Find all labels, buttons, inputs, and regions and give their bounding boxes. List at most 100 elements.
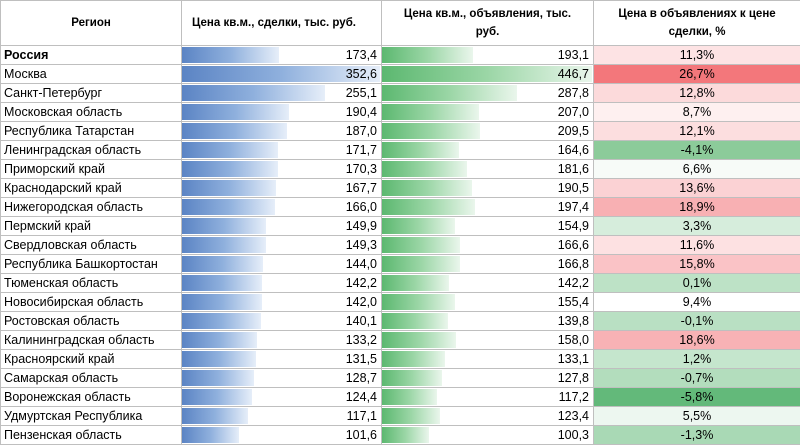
diff-cell: 6,6%	[594, 160, 800, 179]
diff-cell: 3,3%	[594, 217, 800, 236]
diff-cell: 18,6%	[594, 331, 800, 350]
listing-price-value: 100,3	[382, 428, 593, 442]
deal-price-cell: 167,7	[182, 179, 382, 198]
deal-price-cell: 101,6	[182, 426, 382, 445]
region-cell: Республика Башкортостан	[1, 255, 182, 274]
deal-price-value: 128,7	[182, 371, 381, 385]
diff-value: 15,8%	[679, 257, 714, 271]
deal-price-value: 166,0	[182, 200, 381, 214]
listing-price-value: 190,5	[382, 181, 593, 195]
region-cell: Удмуртская Республика	[1, 407, 182, 426]
diff-value: 18,9%	[679, 200, 714, 214]
region-cell: Приморский край	[1, 160, 182, 179]
listing-price-value: 139,8	[382, 314, 593, 328]
listing-price-cell: 207,0	[382, 103, 594, 122]
diff-value: 12,1%	[679, 124, 714, 138]
diff-cell: 8,7%	[594, 103, 800, 122]
listing-price-value: 287,8	[382, 86, 593, 100]
diff-value: 12,8%	[679, 86, 714, 100]
listing-price-cell: 117,2	[382, 388, 594, 407]
diff-cell: 5,5%	[594, 407, 800, 426]
listing-price-cell: 190,5	[382, 179, 594, 198]
deal-price-value: 352,6	[182, 67, 381, 81]
deal-price-value: 101,6	[182, 428, 381, 442]
diff-cell: 12,8%	[594, 84, 800, 103]
diff-value: -1,3%	[681, 428, 714, 442]
diff-value: -5,8%	[681, 390, 714, 404]
header-row: Регион Цена кв.м., сделки, тыс. руб. Цен…	[1, 1, 800, 46]
deal-price-cell: 124,4	[182, 388, 382, 407]
deal-price-cell: 171,7	[182, 141, 382, 160]
listing-price-value: 446,7	[382, 67, 593, 81]
region-cell: Калининградская область	[1, 331, 182, 350]
diff-value: 5,5%	[683, 409, 712, 423]
deal-price-value: 142,2	[182, 276, 381, 290]
deal-price-value: 170,3	[182, 162, 381, 176]
listing-price-value: 164,6	[382, 143, 593, 157]
diff-value: -0,7%	[681, 371, 714, 385]
region-cell: Россия	[1, 46, 182, 65]
listing-price-cell: 287,8	[382, 84, 594, 103]
listing-price-cell: 181,6	[382, 160, 594, 179]
deal-price-value: 255,1	[182, 86, 381, 100]
listing-price-value: 158,0	[382, 333, 593, 347]
listing-price-cell: 127,8	[382, 369, 594, 388]
listing-price-value: 181,6	[382, 162, 593, 176]
deal-price-value: 173,4	[182, 48, 381, 62]
listing-price-cell: 100,3	[382, 426, 594, 445]
listing-price-value: 127,8	[382, 371, 593, 385]
region-cell: Московская область	[1, 103, 182, 122]
region-cell: Нижегородская область	[1, 198, 182, 217]
deal-price-value: 133,2	[182, 333, 381, 347]
listing-price-cell: 133,1	[382, 350, 594, 369]
listing-price-value: 117,2	[382, 390, 593, 404]
listing-price-value: 133,1	[382, 352, 593, 366]
diff-value: 13,6%	[679, 181, 714, 195]
listing-price-cell: 142,2	[382, 274, 594, 293]
diff-value: -4,1%	[681, 143, 714, 157]
diff-value: 8,7%	[683, 105, 712, 119]
diff-cell: 11,3%	[594, 46, 800, 65]
deal-price-value: 140,1	[182, 314, 381, 328]
region-cell: Москва	[1, 65, 182, 84]
diff-cell: 18,9%	[594, 198, 800, 217]
diff-value: -0,1%	[681, 314, 714, 328]
region-cell: Пермский край	[1, 217, 182, 236]
listing-price-value: 209,5	[382, 124, 593, 138]
diff-value: 11,6%	[680, 238, 715, 252]
listing-price-cell: 158,0	[382, 331, 594, 350]
region-cell: Краснодарский край	[1, 179, 182, 198]
deal-price-value: 131,5	[182, 352, 381, 366]
deal-price-cell: 149,3	[182, 236, 382, 255]
listing-price-cell: 154,9	[382, 217, 594, 236]
deal-price-cell: 149,9	[182, 217, 382, 236]
diff-cell: -0,7%	[594, 369, 800, 388]
region-cell: Новосибирская область	[1, 293, 182, 312]
region-cell: Пензенская область	[1, 426, 182, 445]
listing-price-value: 197,4	[382, 200, 593, 214]
region-cell: Ростовская область	[1, 312, 182, 331]
region-cell: Свердловская область	[1, 236, 182, 255]
listing-price-value: 166,6	[382, 238, 593, 252]
diff-value: 11,3%	[680, 48, 715, 62]
deal-price-header: Цена кв.м., сделки, тыс. руб.	[182, 1, 382, 46]
deal-price-cell: 140,1	[182, 312, 382, 331]
region-cell: Тюменская область	[1, 274, 182, 293]
diff-value: 9,4%	[683, 295, 712, 309]
deal-price-value: 124,4	[182, 390, 381, 404]
listing-price-cell: 123,4	[382, 407, 594, 426]
listing-price-cell: 155,4	[382, 293, 594, 312]
diff-cell: -0,1%	[594, 312, 800, 331]
region-cell: Красноярский край	[1, 350, 182, 369]
